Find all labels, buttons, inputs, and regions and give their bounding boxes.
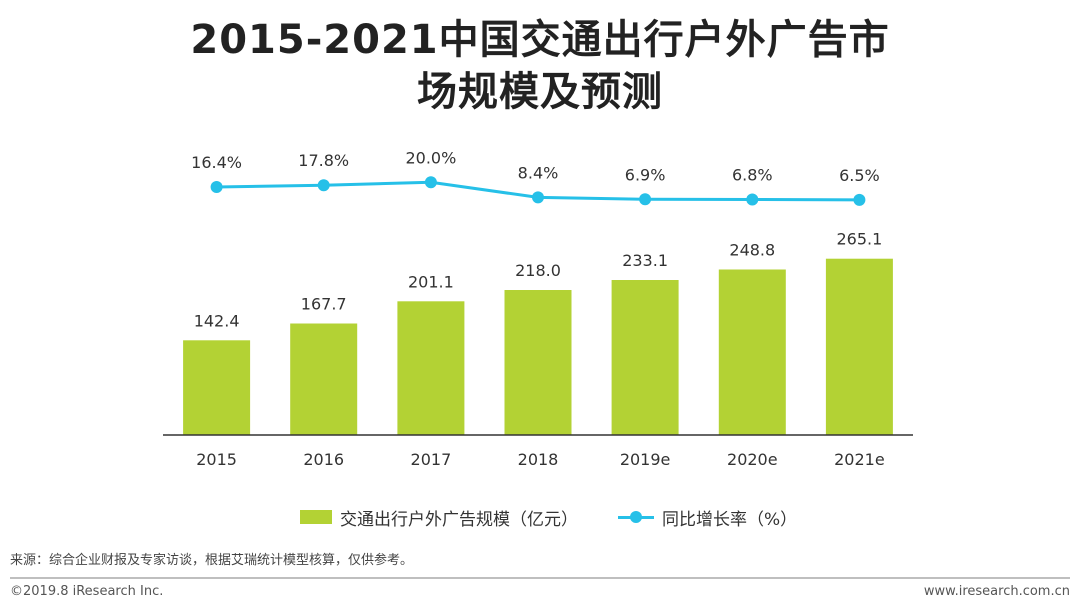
x-tick-2018: 2018 <box>518 450 559 469</box>
bar-label-2016: 167.7 <box>301 295 347 314</box>
bar-2016 <box>290 323 358 435</box>
x-tick-2016: 2016 <box>303 450 344 469</box>
growth-point-2015 <box>210 181 223 193</box>
x-tick-2020e: 2020e <box>727 450 778 469</box>
legend-bar-label: 交通出行户外广告规模（亿元） <box>340 509 578 530</box>
chart-title-line2: 场规模及预测 <box>417 69 663 115</box>
growth-point-2017 <box>424 176 437 189</box>
bar-2017 <box>397 301 465 435</box>
x-tick-2017: 2017 <box>411 450 452 469</box>
source-note: 来源：综合企业财报及专家访谈，根据艾瑞统计模型核算，仅供参考。 <box>10 553 414 568</box>
legend-line-swatch <box>618 510 654 524</box>
growth-label-2018: 8.4% <box>518 163 559 182</box>
growth-point-2016 <box>317 179 330 192</box>
x-tick-2019e: 2019e <box>620 450 671 469</box>
growth-label-2016: 17.8% <box>298 151 349 170</box>
x-tick-2021e: 2021e <box>834 450 885 469</box>
growth-label-2019e: 6.9% <box>625 165 666 184</box>
chart-title: 2015-2021中国交通出行户外广告市 场规模及预测 <box>0 14 1080 118</box>
growth-point-2020e <box>746 193 759 206</box>
bar-label-2018: 218.0 <box>515 261 561 280</box>
bar-2021e <box>825 258 893 435</box>
growth-label-2021e: 6.5% <box>839 166 880 185</box>
bar-label-2017: 201.1 <box>408 272 454 291</box>
bar-2015 <box>183 340 251 435</box>
legend-bar-swatch <box>300 510 332 524</box>
bar-2018 <box>504 290 572 435</box>
bar-label-2020e: 248.8 <box>729 241 775 260</box>
website-text: www.iresearch.com.cn <box>923 584 1070 599</box>
growth-point-2018 <box>532 191 544 204</box>
legend-item-bar: 交通出行户外广告规模（亿元） <box>300 505 578 530</box>
chart-area: 142.4 2015 167.7 2016 201.1 2017 218.0 2018 233.… <box>163 148 913 469</box>
copyright-text: ©2019.8 iResearch Inc. <box>10 584 164 599</box>
growth-point-2021e <box>853 193 866 206</box>
footer-divider <box>10 577 1070 579</box>
bar-2020e <box>718 269 786 435</box>
bar-label-2021e: 265.1 <box>836 230 882 249</box>
legend-item-line: 同比增长率（%） <box>618 505 797 530</box>
growth-point-2019e <box>639 193 652 206</box>
growth-label-2017: 20.0% <box>405 148 456 167</box>
x-tick-2015: 2015 <box>196 450 237 469</box>
growth-label-2020e: 6.8% <box>732 166 773 185</box>
bar-label-2015: 142.4 <box>194 311 240 330</box>
growth-label-2015: 16.4% <box>191 153 242 172</box>
chart-title-line1: 2015-2021中国交通出行户外广告市 <box>190 17 890 63</box>
bar-2019e <box>611 280 679 435</box>
legend-line-label: 同比增长率（%） <box>662 509 798 530</box>
bar-label-2019e: 233.1 <box>622 251 668 270</box>
chart-legend: 交通出行户外广告规模（亿元） 同比增长率（%） <box>300 505 837 530</box>
